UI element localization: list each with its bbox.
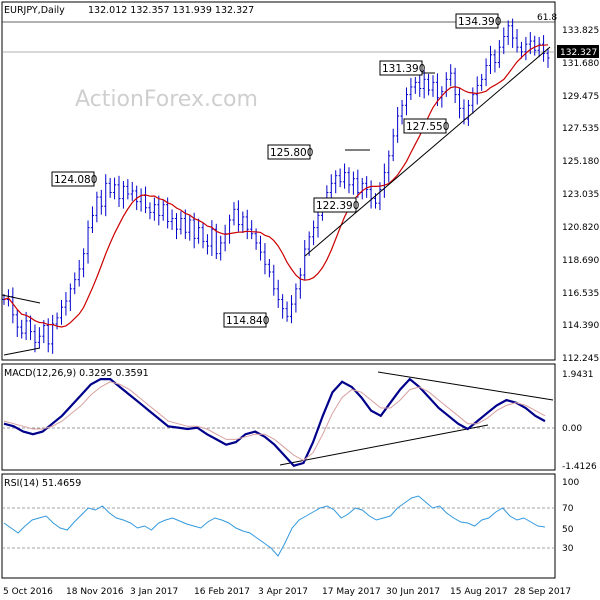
last-price-text: 132.327 — [560, 48, 597, 58]
annotation-127-550-text: 127.550 — [406, 121, 449, 133]
fib-label: 61.8 — [537, 13, 557, 23]
price-tick: 125.180 — [562, 157, 599, 167]
annotation-114-840-text: 114.840 — [226, 315, 269, 327]
moving-average — [3, 44, 549, 328]
x-tick: 17 May 2017 — [322, 587, 381, 597]
price-tick: 120.820 — [562, 223, 599, 233]
x-tick: 28 Sep 2017 — [514, 587, 571, 597]
annotation-114-840: 114.840 — [223, 312, 269, 328]
annotation-125-800-text: 125.800 — [270, 147, 313, 159]
annotation-131-390: 131.390 — [379, 60, 425, 76]
rsi-title: RSI(14) 51.4659 — [4, 478, 81, 489]
price-tick: 131.680 — [562, 59, 599, 69]
last-price-badge: 132.327 — [557, 45, 599, 58]
rsi-tick: 100 — [562, 478, 579, 488]
rsi-tick: 50 — [562, 525, 574, 535]
price-tick: 127.535 — [562, 124, 599, 134]
trendline-early-bottom — [3, 347, 41, 356]
price-tick: 123.035 — [562, 190, 599, 200]
macd-tick: 0.00 — [562, 424, 582, 434]
annotation-124-080: 124.080 — [51, 171, 97, 187]
macd-title: MACD(12,26,9) 0.3295 0.3591 — [4, 368, 149, 379]
annotation-131-390-text: 131.390 — [382, 63, 425, 75]
macd-trendline-bottom — [279, 424, 489, 466]
watermark: ActionForex.com — [75, 87, 258, 112]
x-tick: 16 Feb 2017 — [194, 587, 250, 597]
rsi-line — [3, 495, 546, 557]
price-panel-frame — [1, 1, 556, 361]
annotation-124-080-text: 124.080 — [54, 174, 97, 186]
macd-tick: 1.9431 — [562, 370, 594, 380]
x-tick: 5 Oct 2016 — [3, 587, 53, 597]
macd-trendline-top — [377, 371, 554, 401]
annotation-125-800: 125.800 — [267, 144, 313, 160]
x-tick: 3 Jan 2017 — [130, 587, 178, 597]
macd-line — [3, 377, 546, 467]
trendline-early-top — [1, 294, 41, 304]
price-tick: 118.690 — [562, 256, 599, 266]
x-axis: 5 Oct 2016 18 Nov 2016 3 Jan 2017 16 Feb… — [3, 587, 571, 597]
price-axis: 133.825 131.680 129.475 127.535 125.180 … — [562, 26, 599, 364]
annotation-122-390-text: 122.390 — [316, 200, 359, 212]
signal-line — [3, 381, 546, 461]
macd-lines — [3, 377, 546, 467]
annotation-127-550: 127.550 — [403, 118, 449, 134]
annotation-134-390: 134.390 — [455, 13, 501, 29]
rsi-panel-frame — [1, 473, 556, 579]
price-tick: 133.825 — [562, 26, 599, 36]
ma-line — [3, 44, 549, 328]
trendline-rising — [304, 46, 551, 257]
annotation-122-390: 122.390 — [313, 197, 359, 213]
rsi-polyline — [3, 495, 546, 557]
x-tick: 30 Jun 2017 — [386, 587, 440, 597]
price-tick: 116.535 — [562, 289, 599, 299]
x-tick: 15 Aug 2017 — [450, 587, 508, 597]
macd-tick: -1.4126 — [562, 462, 597, 472]
price-tick: 114.390 — [562, 321, 599, 331]
ohlc-readout: 132.012 132.357 131.939 132.327 — [88, 5, 254, 16]
rsi-tick: 30 — [562, 544, 574, 554]
price-title: EURJPY,Daily — [4, 5, 65, 16]
price-tick: 129.475 — [562, 92, 599, 102]
rsi-tick: 70 — [562, 504, 574, 514]
annotation-134-390-text: 134.390 — [458, 16, 501, 28]
macd-panel-frame — [1, 363, 556, 471]
price-tick: 112.245 — [562, 354, 599, 364]
x-tick: 3 Apr 2017 — [258, 587, 308, 597]
x-tick: 18 Nov 2016 — [66, 587, 124, 597]
